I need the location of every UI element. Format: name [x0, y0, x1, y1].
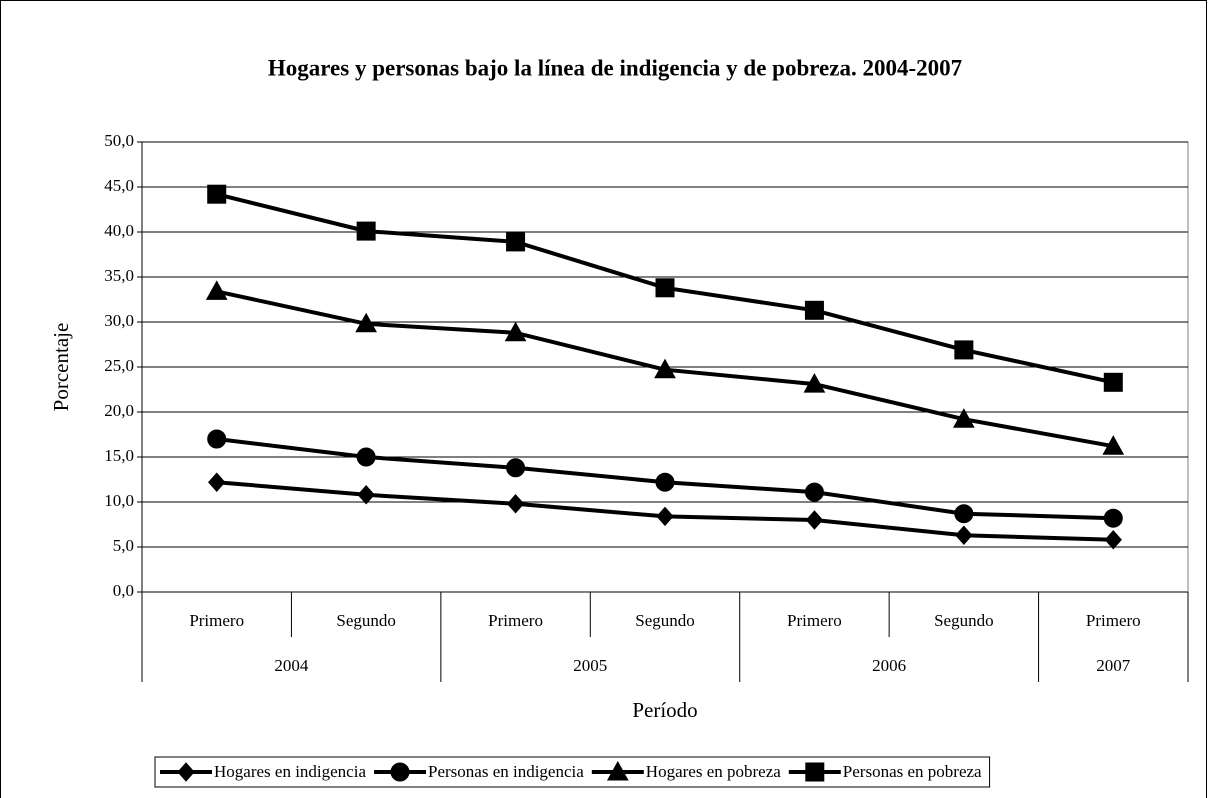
marker — [357, 485, 375, 505]
x-tick-label: Primero — [488, 611, 543, 630]
marker — [654, 358, 676, 379]
marker — [506, 458, 526, 478]
marker — [208, 472, 226, 492]
marker — [207, 429, 227, 449]
marker — [804, 300, 824, 320]
marker — [803, 373, 826, 393]
marker — [506, 494, 525, 514]
legend-label: Hogares en pobreza — [646, 762, 781, 781]
marker — [504, 321, 527, 342]
y-tick-label: 30,0 — [104, 311, 134, 330]
y-tick-label: 25,0 — [104, 356, 134, 375]
marker — [356, 447, 376, 467]
legend-marker — [390, 762, 410, 782]
marker — [205, 280, 228, 300]
legend: Hogares en indigencia Personas en indigen… — [154, 756, 991, 788]
y-tick-label: 35,0 — [104, 266, 134, 285]
y-tick-label: 10,0 — [104, 491, 134, 510]
legend-label: Hogares en indigencia — [214, 762, 366, 781]
group-label: 2005 — [573, 656, 607, 675]
marker — [954, 504, 974, 524]
x-tick-label: Primero — [787, 611, 842, 630]
legend-box — [154, 756, 991, 788]
y-tick-label: 5,0 — [113, 536, 134, 555]
marker — [655, 472, 675, 492]
marker — [1102, 435, 1125, 455]
y-tick-label: 20,0 — [104, 401, 134, 420]
x-tick-label: Primero — [1086, 611, 1141, 630]
marker — [207, 184, 227, 204]
marker — [506, 232, 526, 252]
marker — [953, 408, 975, 428]
marker — [355, 312, 377, 333]
marker — [655, 278, 675, 298]
chart-title: Hogares y personas bajo la línea de indi… — [268, 55, 962, 80]
marker — [955, 525, 973, 546]
marker — [1103, 372, 1123, 392]
marker — [656, 506, 674, 527]
legend-marker — [177, 762, 195, 782]
legend-label: Personas en pobreza — [843, 762, 982, 781]
y-tick-label: 15,0 — [104, 446, 134, 465]
x-axis-label: Período — [632, 698, 697, 722]
marker — [804, 482, 824, 502]
x-tick-label: Segundo — [934, 611, 994, 630]
legend-label: Personas en indigencia — [428, 762, 584, 781]
marker — [1103, 508, 1123, 528]
y-tick-label: 45,0 — [104, 176, 134, 195]
group-label: 2007 — [1096, 656, 1131, 675]
y-tick-label: 0,0 — [113, 581, 134, 600]
marker — [954, 340, 974, 360]
legend-marker — [606, 760, 629, 781]
y-axis-label: Porcentaje — [49, 323, 73, 412]
group-label: 2006 — [872, 656, 906, 675]
y-tick-label: 40,0 — [104, 221, 134, 240]
marker — [805, 510, 824, 530]
legend-marker — [805, 762, 825, 782]
y-tick-label: 50,0 — [104, 131, 134, 150]
marker — [1104, 530, 1122, 550]
x-tick-label: Segundo — [336, 611, 396, 630]
marker — [356, 221, 376, 241]
x-tick-label: Primero — [189, 611, 244, 630]
group-label: 2004 — [274, 656, 309, 675]
x-tick-label: Segundo — [635, 611, 695, 630]
